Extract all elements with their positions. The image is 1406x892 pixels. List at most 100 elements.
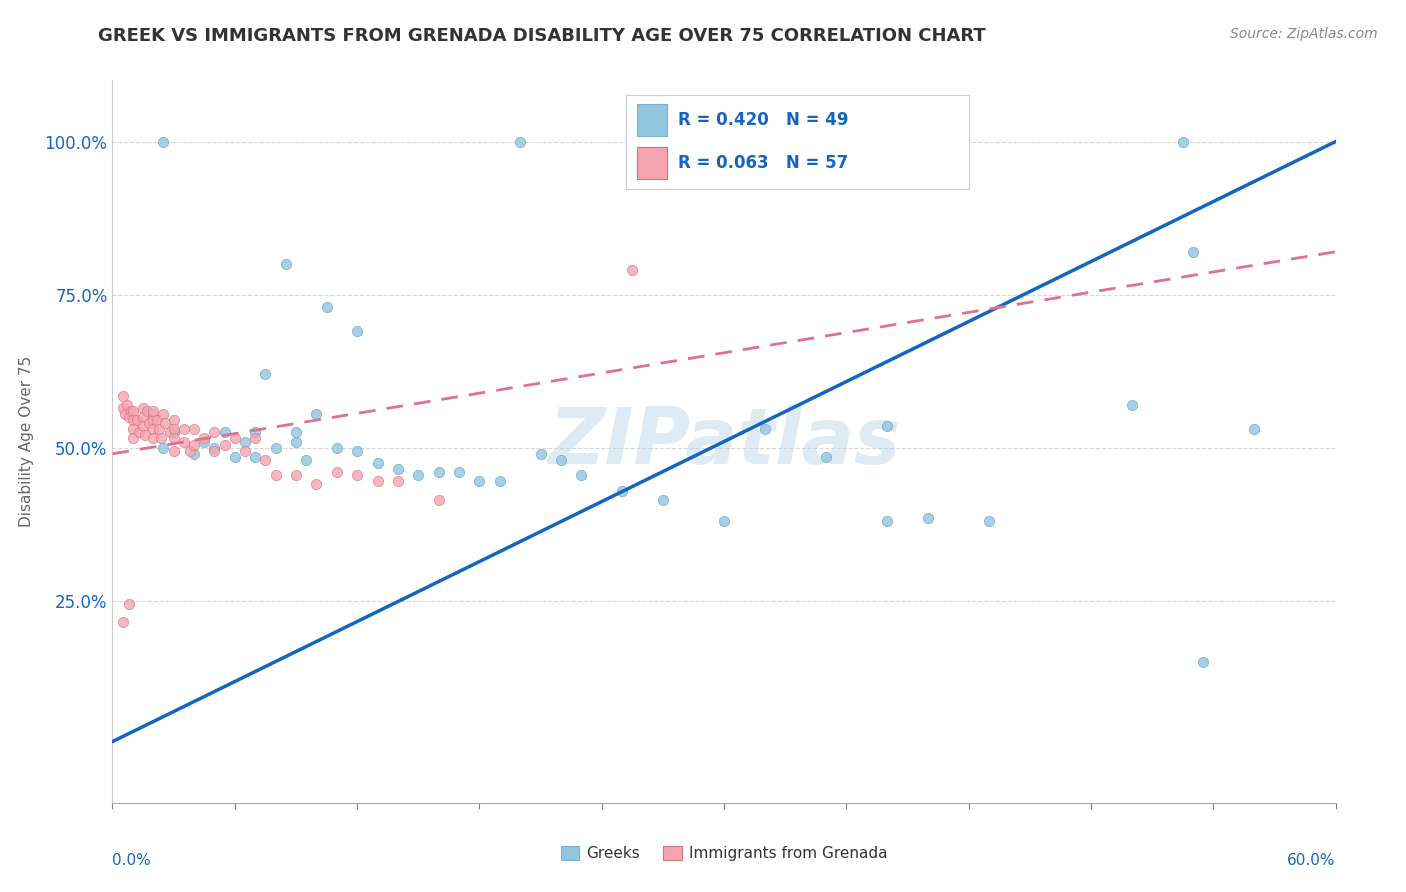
Point xyxy=(468,475,491,489)
Point xyxy=(152,441,174,455)
Point xyxy=(346,443,368,458)
Point xyxy=(233,443,256,458)
Point xyxy=(245,432,267,446)
Point xyxy=(132,401,155,415)
Point xyxy=(163,432,186,446)
Point xyxy=(183,437,205,451)
Point xyxy=(224,432,246,446)
Point xyxy=(134,428,156,442)
Point xyxy=(122,404,145,418)
Point xyxy=(233,434,256,449)
Point xyxy=(111,615,134,630)
Point xyxy=(315,300,337,314)
Point xyxy=(159,425,181,440)
Point xyxy=(754,422,776,436)
Legend: Greeks, Immigrants from Grenada: Greeks, Immigrants from Grenada xyxy=(554,840,894,867)
Point xyxy=(111,401,134,415)
Point xyxy=(305,407,328,421)
Point xyxy=(122,422,145,436)
Point xyxy=(148,422,170,436)
Point xyxy=(876,514,898,528)
Point xyxy=(917,511,939,525)
Point xyxy=(146,413,169,427)
Point xyxy=(173,434,195,449)
Point xyxy=(142,404,165,418)
Point xyxy=(346,324,368,338)
Point xyxy=(224,450,246,464)
Point xyxy=(193,434,215,449)
Point xyxy=(179,443,201,458)
Point xyxy=(136,404,159,418)
Point xyxy=(142,422,165,436)
Point xyxy=(571,468,593,483)
Point xyxy=(152,135,174,149)
Point xyxy=(125,413,148,427)
Point xyxy=(264,468,287,483)
Point xyxy=(118,597,141,611)
Point xyxy=(254,453,277,467)
Point xyxy=(138,416,160,430)
Text: GREEK VS IMMIGRANTS FROM GRENADA DISABILITY AGE OVER 75 CORRELATION CHART: GREEK VS IMMIGRANTS FROM GRENADA DISABIL… xyxy=(98,27,986,45)
Text: ZIPatlas: ZIPatlas xyxy=(548,403,900,480)
Point xyxy=(193,432,215,446)
Point xyxy=(122,413,145,427)
Point xyxy=(529,447,551,461)
Point xyxy=(550,453,572,467)
Point xyxy=(489,475,512,489)
Text: 60.0%: 60.0% xyxy=(1288,854,1336,869)
Point xyxy=(284,468,308,483)
Point xyxy=(132,410,155,425)
Point xyxy=(120,404,142,418)
Point xyxy=(387,462,409,476)
Point xyxy=(447,465,470,479)
Point xyxy=(264,441,287,455)
Point xyxy=(509,135,531,149)
Point xyxy=(155,416,177,430)
Point xyxy=(408,468,430,483)
Point xyxy=(115,398,138,412)
Point xyxy=(132,419,155,434)
Point xyxy=(326,465,349,479)
Point xyxy=(284,425,308,440)
Point xyxy=(152,407,174,421)
Point xyxy=(163,413,186,427)
Point xyxy=(979,514,1001,528)
Point xyxy=(214,437,236,451)
Point xyxy=(713,514,735,528)
Point xyxy=(142,432,165,446)
Point xyxy=(254,367,277,381)
Point xyxy=(1192,655,1215,669)
Point xyxy=(245,450,267,464)
Point xyxy=(610,483,633,498)
Point xyxy=(876,419,898,434)
Point xyxy=(387,475,409,489)
Point xyxy=(1243,422,1265,436)
Point xyxy=(204,425,226,440)
Point xyxy=(142,413,165,427)
Point xyxy=(173,422,195,436)
Text: Source: ZipAtlas.com: Source: ZipAtlas.com xyxy=(1230,27,1378,41)
Point xyxy=(163,443,186,458)
Point xyxy=(274,257,297,271)
Point xyxy=(128,425,150,440)
Point xyxy=(111,389,134,403)
Point xyxy=(366,456,388,470)
Text: 0.0%: 0.0% xyxy=(112,854,152,869)
Point xyxy=(621,263,644,277)
Point xyxy=(183,422,205,436)
Point xyxy=(427,465,450,479)
Point xyxy=(366,475,388,489)
Point xyxy=(114,407,136,421)
Point xyxy=(815,450,838,464)
Point xyxy=(305,477,328,491)
Point xyxy=(204,443,226,458)
Point xyxy=(295,453,318,467)
Point xyxy=(326,441,349,455)
Point xyxy=(1171,135,1194,149)
Point xyxy=(815,135,838,149)
Point xyxy=(1121,398,1143,412)
Point xyxy=(163,425,186,440)
Point xyxy=(118,410,141,425)
Point xyxy=(245,425,267,440)
Point xyxy=(163,422,186,436)
